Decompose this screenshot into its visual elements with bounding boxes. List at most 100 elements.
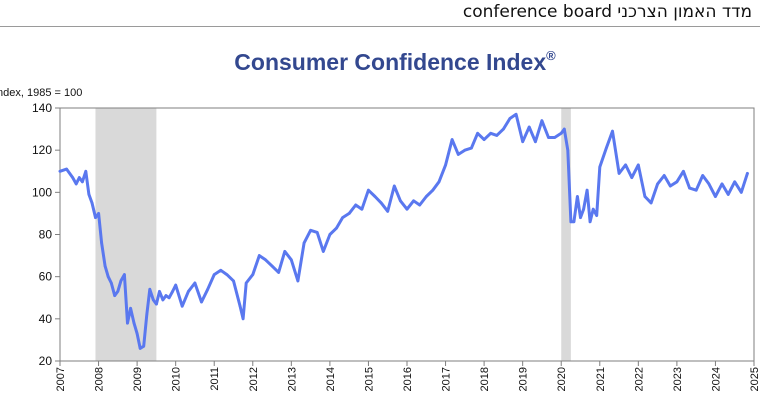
data-point	[582, 207, 585, 211]
x-tick-label: 2016	[402, 367, 414, 391]
data-point	[84, 170, 88, 173]
data-point	[123, 273, 126, 276]
data-point	[225, 273, 229, 276]
data-point	[682, 170, 685, 173]
data-point	[740, 191, 743, 194]
data-point	[563, 127, 566, 131]
data-point	[309, 229, 312, 232]
x-tick-label: 2024	[710, 367, 722, 391]
data-point	[656, 182, 659, 186]
data-point	[379, 201, 383, 205]
data-point	[508, 117, 512, 120]
x-tick-label: 2007	[55, 367, 67, 391]
data-point	[347, 212, 351, 215]
data-point	[591, 207, 595, 211]
data-point	[180, 304, 184, 308]
x-tick-label: 2015	[363, 367, 375, 391]
data-point	[200, 300, 203, 304]
data-point	[193, 281, 197, 285]
data-point	[219, 269, 223, 272]
chart-title: Consumer Confidence Index®	[234, 48, 556, 75]
data-point	[296, 279, 300, 283]
y-tick-label: 120	[32, 143, 52, 157]
data-point	[78, 176, 81, 179]
x-tick-label: 2022	[633, 367, 645, 391]
data-point	[617, 172, 621, 175]
data-point	[65, 167, 68, 171]
data-point	[315, 231, 319, 234]
data-point	[450, 138, 454, 141]
data-point	[106, 275, 110, 279]
data-point	[270, 264, 274, 268]
y-tick-label: 40	[39, 312, 53, 326]
data-point	[669, 184, 672, 188]
data-point	[412, 199, 415, 203]
data-point	[158, 290, 161, 293]
x-tick-label: 2014	[325, 367, 337, 391]
data-point	[386, 210, 390, 213]
data-point	[649, 201, 653, 205]
data-point	[277, 271, 280, 274]
chart-unit-label: Index, 1985 = 100	[0, 87, 82, 99]
data-point	[437, 180, 441, 184]
chart-title-text: Consumer Confidence Index	[234, 49, 546, 75]
data-point	[90, 201, 94, 205]
x-tick-label: 2008	[94, 367, 106, 391]
data-point	[701, 174, 704, 177]
data-point	[444, 163, 447, 167]
data-point	[251, 273, 255, 276]
data-point	[624, 163, 627, 167]
y-tick-label: 20	[39, 354, 53, 368]
data-point	[534, 140, 537, 143]
x-tick-label: 2009	[132, 367, 144, 391]
y-tick-label: 60	[39, 270, 53, 284]
data-point	[399, 199, 402, 203]
x-tick-label: 2025	[749, 367, 760, 391]
data-point	[495, 134, 499, 137]
data-point	[129, 307, 132, 310]
data-point	[605, 146, 608, 150]
x-tick-label: 2013	[286, 367, 298, 391]
data-point	[694, 188, 698, 192]
data-point	[470, 146, 473, 150]
data-point	[457, 153, 460, 156]
data-point	[572, 220, 576, 224]
data-point	[94, 216, 97, 219]
data-point	[302, 241, 306, 245]
data-point	[643, 195, 647, 198]
data-point	[161, 298, 165, 302]
series-line	[58, 112, 749, 350]
data-point	[476, 132, 479, 135]
data-point	[258, 254, 261, 257]
data-point	[103, 264, 107, 268]
x-tick-label: 2017	[441, 367, 453, 391]
data-point	[559, 132, 563, 135]
x-tick-label: 2011	[209, 367, 221, 391]
data-point	[164, 294, 168, 297]
x-tick-label: 2018	[479, 367, 491, 391]
data-point	[502, 127, 505, 131]
data-point	[576, 195, 579, 198]
data-point	[489, 132, 493, 135]
data-point	[74, 182, 78, 186]
data-point	[726, 193, 730, 196]
data-point	[241, 317, 245, 321]
data-point	[87, 193, 91, 196]
data-point	[113, 294, 116, 297]
data-point	[418, 203, 422, 207]
x-tick-label: 2023	[672, 367, 684, 391]
data-point	[335, 226, 338, 230]
header-divider	[0, 26, 760, 27]
data-point	[322, 250, 325, 253]
data-point	[540, 119, 544, 122]
data-point	[97, 212, 100, 215]
data-point	[360, 207, 364, 211]
data-point	[482, 138, 486, 141]
data-point	[110, 281, 113, 285]
data-point	[611, 129, 614, 133]
data-point	[152, 298, 155, 302]
data-point	[232, 279, 235, 283]
x-tick-label: 2020	[556, 367, 568, 391]
data-point	[145, 313, 149, 316]
